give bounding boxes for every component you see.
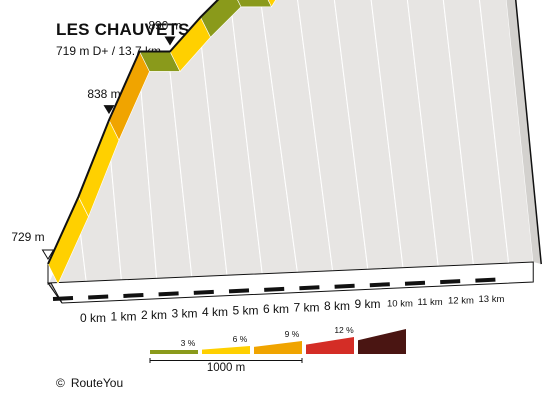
distance-tick-label: 8 km [324, 299, 350, 313]
road-top-edge [47, 0, 220, 265]
km-dash [334, 283, 355, 289]
distance-tick-label: 1 km [111, 309, 137, 323]
distance-tick-label: 5 km [233, 303, 259, 317]
legend-label: 6 % [233, 334, 248, 344]
distance-tick-label: 9 km [355, 297, 381, 311]
distance-tick-label: 7 km [294, 300, 320, 314]
start-elevation-label: 729 m [11, 230, 44, 244]
distance-tick-label: 10 km [387, 299, 413, 310]
km-dash [264, 286, 285, 292]
distance-tick-label: 11 km [418, 297, 443, 308]
profile-start-block [47, 264, 63, 304]
legend-label: 12 % [334, 325, 354, 335]
km-dash [88, 294, 109, 300]
distance-tick-label: 0 km [80, 311, 106, 325]
distance-tick-label: 6 km [263, 302, 289, 316]
summit-elevation-label: 838 m [87, 87, 120, 101]
profile-end-face [506, 0, 542, 265]
distance-tick-label: 12 km [448, 296, 474, 307]
km-dash [440, 279, 461, 285]
start-marker [41, 249, 55, 260]
summit-marker [103, 105, 115, 115]
distance-tick-label: 3 km [172, 306, 198, 320]
credit-text: RouteYou [70, 376, 124, 390]
summit-elevation-label: 890 m [148, 18, 181, 32]
road-end-edge [514, 0, 542, 265]
copyright-icon: © [56, 376, 65, 390]
distance-tick-label: 13 km [479, 294, 505, 305]
legend-swatch-12 [306, 337, 354, 354]
legend-scale-label: 1000 m [207, 362, 245, 374]
chart-title: LES CHAUVETS [56, 20, 190, 39]
chart-subtitle: 719 m D+ / 13.7 km [56, 44, 162, 58]
distance-tick-label: 4 km [202, 305, 228, 319]
km-dash [193, 289, 214, 295]
legend-swatch-3 [150, 350, 198, 354]
distance-tick-label: 2 km [141, 308, 167, 322]
km-dash [299, 285, 320, 291]
km-dash [52, 296, 74, 301]
road-segment [267, 0, 276, 8]
legend-swatch-9 [254, 341, 302, 354]
summit-marker [164, 36, 176, 46]
route-credit: © RouteYou [56, 376, 123, 390]
km-dash [158, 291, 179, 297]
legend-swatch-15 [358, 329, 406, 354]
km-dash [369, 282, 390, 288]
km-dash [404, 280, 426, 286]
legend-label: 3 % [181, 338, 196, 348]
km-dash [475, 277, 496, 283]
legend-swatch-6 [202, 346, 250, 354]
km-dash [123, 292, 144, 298]
legend-label: 9 % [285, 329, 300, 339]
km-dash [228, 288, 250, 294]
